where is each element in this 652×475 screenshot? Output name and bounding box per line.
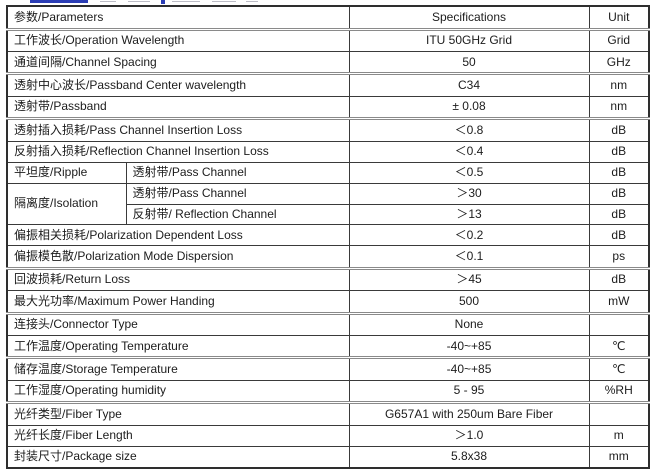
spec-cell: ＞45	[348, 266, 590, 292]
param-cell: 光纤类型/Fiber Type	[6, 401, 350, 426]
spec-cell: ＞30	[348, 182, 590, 205]
table-row: 封装尺寸/Package size 5.8x38 mm	[6, 445, 650, 469]
param-cell: 工作湿度/Operating humidity	[6, 379, 350, 404]
unit-cell: ℃	[588, 334, 650, 359]
param-cell: 封装尺寸/Package size	[6, 445, 350, 469]
unit-cell: mm	[588, 445, 650, 469]
spec-cell: G657A1 with 250um Bare Fiber	[348, 401, 590, 426]
spec-cell: C34	[348, 72, 590, 97]
table-row: 反射插入损耗/Reflection Channel Insertion Loss…	[6, 140, 650, 163]
param-group-cell: 平坦度/Ripple	[6, 161, 127, 184]
table-row: 光纤长度/Fiber Length ＞1.0 m	[6, 424, 650, 447]
unit-cell: dB	[588, 203, 650, 226]
unit-cell	[588, 311, 650, 337]
spec-table: 参数/Parameters Specifications Unit 工作波长/O…	[6, 5, 651, 469]
spec-cell: ＜0.4	[348, 140, 590, 163]
unit-cell: ps	[588, 245, 650, 269]
param-sub-cell: 反射带/ Reflection Channel	[125, 203, 350, 226]
table-row: 工作波长/Operation Wavelength ITU 50GHz Grid…	[6, 27, 650, 53]
spec-cell: ＞1.0	[348, 424, 590, 447]
table-row: 透射中心波长/Passband Center wavelength C34 nm	[6, 72, 650, 97]
unit-cell: mW	[588, 290, 650, 314]
table-row: 平坦度/Ripple 透射带/Pass Channel ＜0.5 dB	[6, 161, 650, 184]
param-sub-cell: 透射带/Pass Channel	[125, 161, 350, 184]
param-cell: 透射带/Passband	[6, 95, 350, 120]
spec-cell: ＜0.8	[348, 117, 590, 142]
param-cell: 光纤长度/Fiber Length	[6, 424, 350, 447]
table-row: 回波损耗/Return Loss ＞45 dB	[6, 266, 650, 292]
spec-cell: ± 0.08	[348, 95, 590, 120]
table-row: 通道间隔/Channel Spacing 50 GHz	[6, 51, 650, 75]
param-cell: 最大光功率/Maximum Power Handing	[6, 290, 350, 314]
param-cell: 偏振相关损耗/Polarization Dependent Loss	[6, 224, 350, 247]
param-cell: 透射中心波长/Passband Center wavelength	[6, 72, 350, 97]
unit-cell: nm	[588, 95, 650, 120]
spec-cell: 500	[348, 290, 590, 314]
table-row: 隔离度/Isolation 透射带/Pass Channel ＞30 dB	[6, 182, 650, 226]
unit-cell: GHz	[588, 51, 650, 75]
table-row: 最大光功率/Maximum Power Handing 500 mW	[6, 290, 650, 314]
unit-cell: Grid	[588, 27, 650, 53]
param-cell: 工作波长/Operation Wavelength	[6, 27, 350, 53]
spec-cell: 5 - 95	[348, 379, 590, 404]
spec-cell: -40~+85	[348, 356, 590, 381]
unit-cell: m	[588, 424, 650, 447]
table-row: 工作温度/Operating Temperature -40~+85 ℃	[6, 334, 650, 359]
unit-cell: dB	[588, 224, 650, 247]
unit-cell: ℃	[588, 356, 650, 381]
param-group-cell: 隔离度/Isolation	[6, 182, 127, 226]
unit-cell: %RH	[588, 379, 650, 404]
spec-cell: ITU 50GHz Grid	[348, 27, 590, 53]
table-row: 连接头/Connector Type None	[6, 311, 650, 337]
param-cell: 工作温度/Operating Temperature	[6, 334, 350, 359]
table-row: 透射带/Passband ± 0.08 nm	[6, 95, 650, 120]
header-unit: Unit	[588, 5, 650, 30]
table-row: 光纤类型/Fiber Type G657A1 with 250um Bare F…	[6, 401, 650, 426]
param-cell: 连接头/Connector Type	[6, 311, 350, 337]
unit-cell: dB	[588, 266, 650, 292]
spec-cell: ＜0.2	[348, 224, 590, 247]
spec-cell: ＞13	[348, 203, 590, 226]
spec-cell: 50	[348, 51, 590, 75]
param-cell: 透射插入损耗/Pass Channel Insertion Loss	[6, 117, 350, 142]
unit-cell: dB	[588, 117, 650, 142]
param-cell: 反射插入损耗/Reflection Channel Insertion Loss	[6, 140, 350, 163]
unit-cell: dB	[588, 182, 650, 205]
param-sub-cell: 透射带/Pass Channel	[125, 182, 350, 205]
param-cell: 偏振模色散/Polarization Mode Dispersion	[6, 245, 350, 269]
unit-cell: nm	[588, 72, 650, 97]
param-cell: 回波损耗/Return Loss	[6, 266, 350, 292]
spec-cell: None	[348, 311, 590, 337]
unit-cell: dB	[588, 140, 650, 163]
unit-cell	[588, 401, 650, 426]
table-row: 储存温度/Storage Temperature -40~+85 ℃	[6, 356, 650, 381]
table-header-row: 参数/Parameters Specifications Unit	[6, 5, 650, 30]
table-row: 透射插入损耗/Pass Channel Insertion Loss ＜0.8 …	[6, 117, 650, 142]
unit-cell: dB	[588, 161, 650, 184]
header-param: 参数/Parameters	[6, 5, 350, 30]
table-row: 工作湿度/Operating humidity 5 - 95 %RH	[6, 379, 650, 404]
table-row: 偏振相关损耗/Polarization Dependent Loss ＜0.2 …	[6, 224, 650, 247]
spec-cell: ＜0.5	[348, 161, 590, 184]
header-spec: Specifications	[348, 5, 590, 30]
spec-cell: -40~+85	[348, 334, 590, 359]
spec-cell: 5.8x38	[348, 445, 590, 469]
table-row: 偏振模色散/Polarization Mode Dispersion ＜0.1 …	[6, 245, 650, 269]
spec-cell: ＜0.1	[348, 245, 590, 269]
param-cell: 储存温度/Storage Temperature	[6, 356, 350, 381]
param-cell: 通道间隔/Channel Spacing	[6, 51, 350, 75]
